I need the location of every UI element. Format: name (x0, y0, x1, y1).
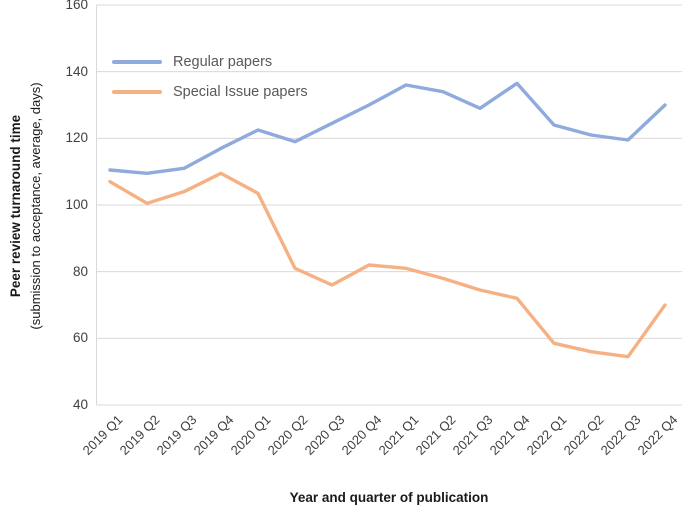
plot-area (96, 4, 682, 406)
special-issue-papers-line (108, 171, 667, 359)
legend-item-special-issue-papers: Special Issue papers (112, 77, 308, 107)
y-tick-label: 40 (72, 397, 88, 412)
legend: Regular papers Special Issue papers (112, 47, 308, 107)
x-axis-title: Year and quarter of publication (289, 490, 489, 505)
y-tick-label: 140 (65, 63, 88, 79)
y-tick-label: 160 (65, 0, 88, 12)
special-issue-papers-line-swatch (112, 90, 162, 94)
legend-label-regular-papers: Regular papers (173, 54, 273, 70)
y-tick-label: 120 (65, 130, 88, 146)
legend-label-special-issue-papers: Special Issue papers (173, 84, 308, 100)
y-tick-label: 100 (65, 197, 88, 212)
y-tick-label: 80 (72, 263, 88, 279)
regular-papers-line-swatch (112, 60, 162, 64)
legend-item-regular-papers: Regular papers (112, 47, 308, 77)
y-tick-label: 60 (72, 330, 88, 346)
regular-papers-line (108, 81, 667, 176)
